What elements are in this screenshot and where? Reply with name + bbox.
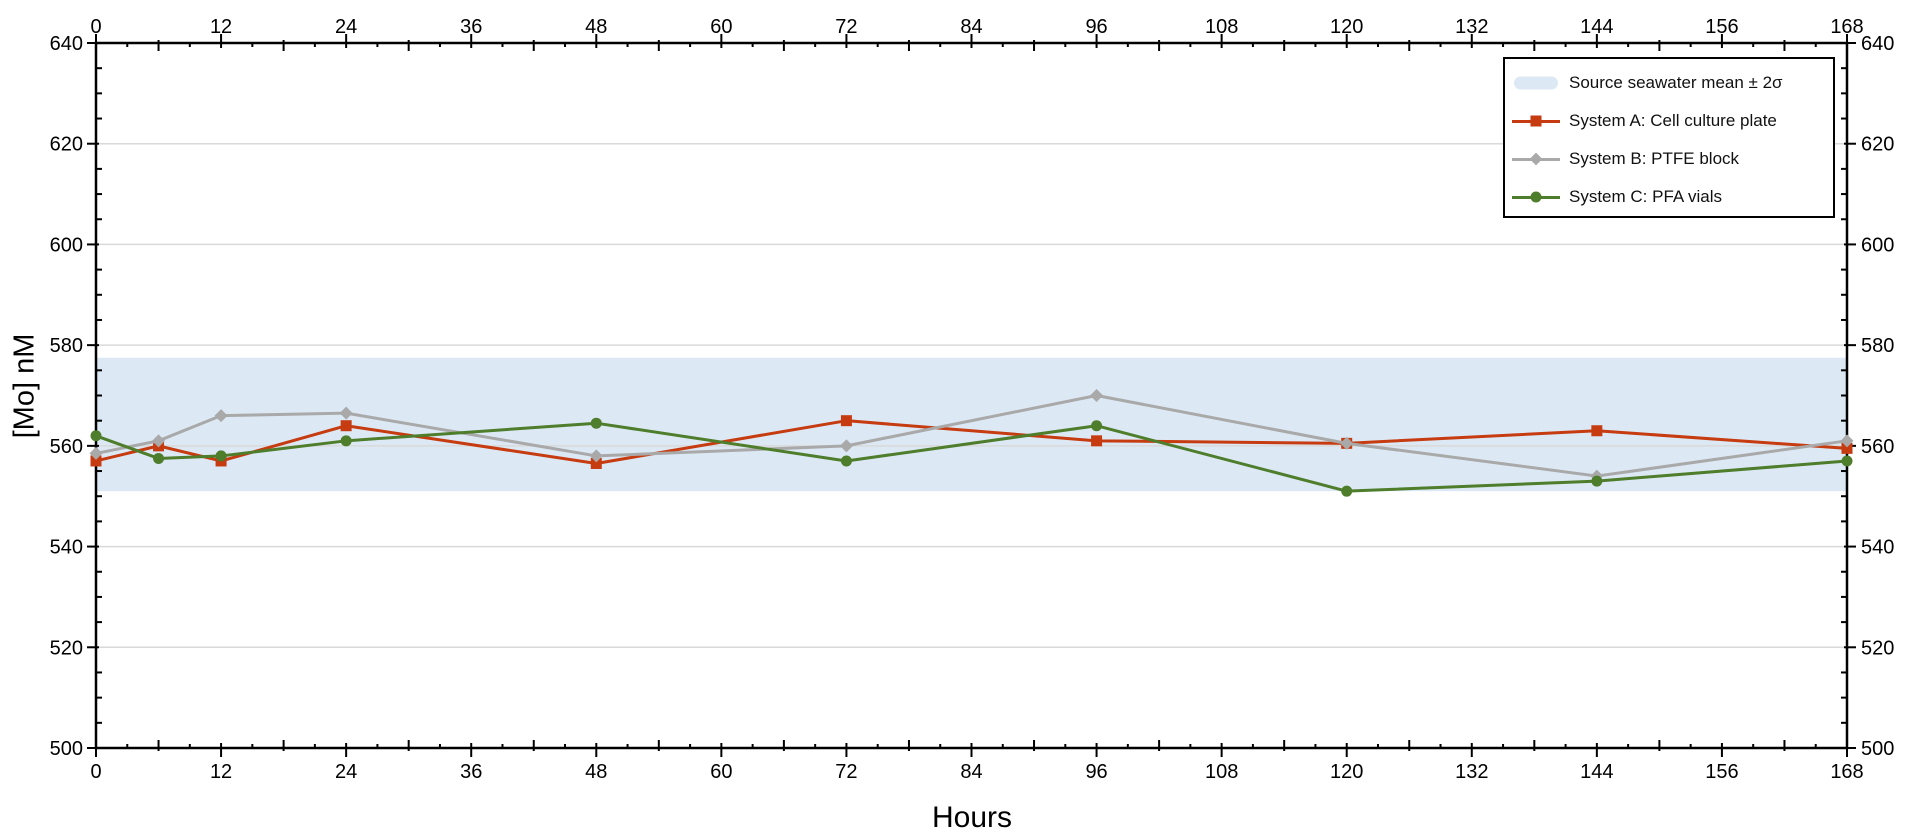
tick-label: 620 — [1861, 134, 1894, 156]
tick-label: 96 — [1085, 16, 1107, 38]
tick-label: 560 — [50, 436, 83, 458]
system-a-line-marker-swatch — [1512, 112, 1560, 130]
tick-label: 156 — [1705, 761, 1738, 783]
tick-label: 24 — [335, 761, 357, 783]
tick-label: 120 — [1330, 16, 1363, 38]
tick-label: 24 — [335, 16, 357, 38]
circle-marker — [90, 430, 102, 442]
diamond-marker — [589, 449, 603, 463]
y-axis-title: [Mo] nM — [8, 333, 41, 439]
diamond-marker — [89, 446, 103, 460]
circle-marker — [840, 455, 852, 467]
legend-item-system-b: System B: PTFE block — [1512, 140, 1833, 178]
system-c-line-marker-swatch — [1512, 188, 1560, 206]
tick-label: 640 — [50, 33, 83, 55]
tick-label: 84 — [960, 16, 982, 38]
square-marker — [90, 455, 102, 467]
tick-label: 72 — [835, 761, 857, 783]
diamond-marker — [1840, 434, 1854, 448]
circle-marker — [340, 435, 352, 447]
series-line — [94, 421, 1849, 493]
tick-label: 540 — [1861, 537, 1894, 559]
system-b-line-marker-swatch — [1512, 150, 1560, 168]
tick-label: 48 — [585, 16, 607, 38]
tick-label: 48 — [585, 761, 607, 783]
square-marker — [590, 457, 602, 469]
tick-label: 12 — [210, 16, 232, 38]
tick-label: 540 — [50, 537, 83, 559]
diamond-marker — [839, 439, 853, 453]
legend-item-system-a: System A: Cell culture plate — [1512, 102, 1833, 140]
tick-label: 72 — [835, 16, 857, 38]
square-marker — [1591, 425, 1603, 437]
tick-label: 96 — [1085, 761, 1107, 783]
legend-item-seawater-band: Source seawater mean ± 2σ — [1512, 64, 1833, 102]
legend-label-seawater-band: Source seawater mean ± 2σ — [1569, 73, 1783, 92]
tick-label: 144 — [1580, 16, 1613, 38]
square-marker — [1841, 442, 1853, 454]
tick-label: 60 — [710, 16, 732, 38]
circle-marker — [1341, 485, 1353, 497]
legend-label-system-b: System B: PTFE block — [1569, 149, 1740, 168]
tick-label: 640 — [1861, 33, 1894, 55]
seawater-band — [96, 357, 1847, 492]
tick-label: 620 — [50, 134, 83, 156]
legend-label-system-c: System C: PFA vials — [1569, 187, 1723, 206]
square-marker — [1091, 435, 1103, 447]
tick-label: 12 — [210, 761, 232, 783]
tick-label: 36 — [460, 16, 482, 38]
tick-label: 168 — [1830, 761, 1863, 783]
tick-label: 520 — [1861, 637, 1894, 659]
tick-label: 108 — [1205, 16, 1238, 38]
tick-label: 108 — [1205, 761, 1238, 783]
tick-label: 600 — [50, 234, 83, 256]
tick-label: 60 — [710, 761, 732, 783]
square-marker — [840, 415, 852, 427]
square-marker — [340, 420, 352, 432]
tick-label: 500 — [1861, 738, 1894, 760]
tick-label: 168 — [1830, 16, 1863, 38]
circle-marker — [153, 452, 165, 464]
band-swatch — [1512, 74, 1560, 92]
legend-item-system-c: System C: PFA vials — [1512, 178, 1833, 216]
circle-marker — [1091, 420, 1103, 432]
legend: Source seawater mean ± 2σ System A: Cell… — [1503, 57, 1835, 218]
diamond-marker — [1340, 436, 1354, 450]
tick-label: 144 — [1580, 761, 1613, 783]
tick-label: 560 — [1861, 436, 1894, 458]
tick-label: 120 — [1330, 761, 1363, 783]
tick-label: 36 — [460, 761, 482, 783]
tick-label: 520 — [50, 637, 83, 659]
diamond-marker — [214, 409, 228, 423]
tick-label: 132 — [1455, 761, 1488, 783]
legend-label-system-a: System A: Cell culture plate — [1569, 111, 1777, 130]
diamond-marker — [1090, 389, 1104, 402]
tick-label: 580 — [1861, 335, 1894, 357]
diamond-marker — [152, 434, 166, 448]
diamond-marker — [339, 406, 353, 420]
tick-label: 132 — [1455, 16, 1488, 38]
x-axis-title: Hours — [931, 801, 1013, 834]
circle-marker — [1841, 455, 1853, 467]
tick-label: 156 — [1705, 16, 1738, 38]
circle-marker — [1591, 475, 1603, 487]
tick-label: 0 — [90, 761, 101, 783]
tick-label: 500 — [50, 738, 83, 760]
circle-marker — [215, 450, 227, 462]
circle-marker — [590, 417, 602, 429]
tick-label: 600 — [1861, 234, 1894, 256]
series-line — [94, 394, 1849, 478]
tick-label: 580 — [50, 335, 83, 357]
tick-label: 84 — [960, 761, 982, 783]
tick-label: 0 — [90, 16, 101, 38]
